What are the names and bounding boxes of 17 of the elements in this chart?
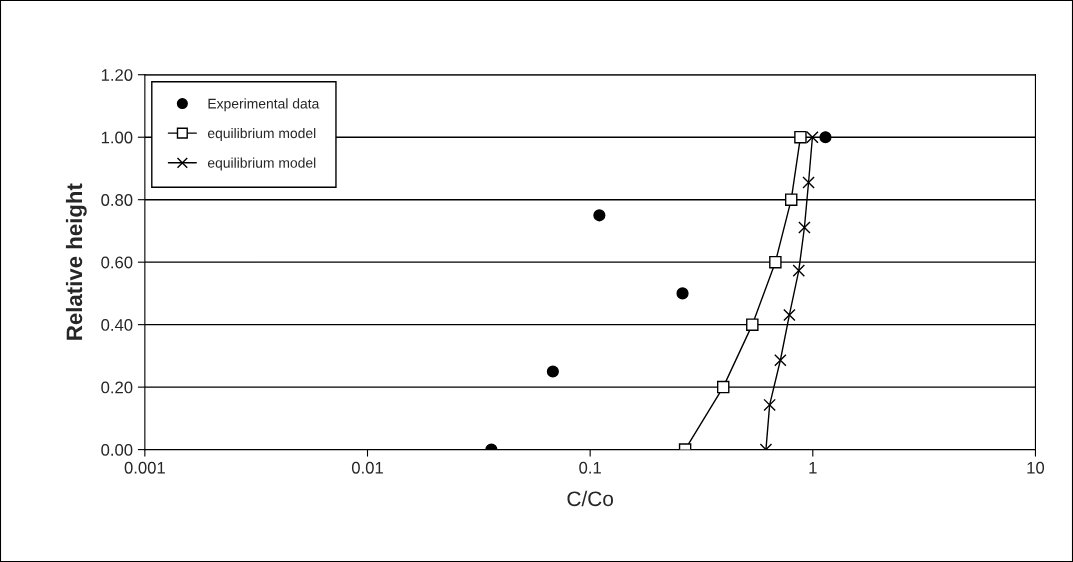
y-tick-label: 0.40 <box>101 319 133 331</box>
y-tick-label: 1.00 <box>101 131 133 144</box>
y-tick-label: 0.00 <box>101 444 133 456</box>
x-tick-label: 0.1 <box>579 461 601 474</box>
y-tick-label: 0.20 <box>101 381 133 394</box>
legend-label: equilibrium model <box>207 157 316 171</box>
x-axis-title: C/Co <box>567 490 614 507</box>
x-tick-label: 0.01 <box>351 461 383 474</box>
y-tick-label: 0.60 <box>101 256 133 269</box>
x-tick-label: 1 <box>809 462 817 474</box>
legend-label: Experimental data <box>208 98 320 112</box>
y-axis-title: Relative height <box>65 183 87 340</box>
x-tick-label: 0.001 <box>124 461 165 474</box>
y-tick-label: 1.20 <box>101 69 133 81</box>
y-tick-label: 0.80 <box>101 194 133 206</box>
legend-label: equilibrium model <box>207 127 316 141</box>
x-tick-label: 10 <box>1027 461 1045 474</box>
